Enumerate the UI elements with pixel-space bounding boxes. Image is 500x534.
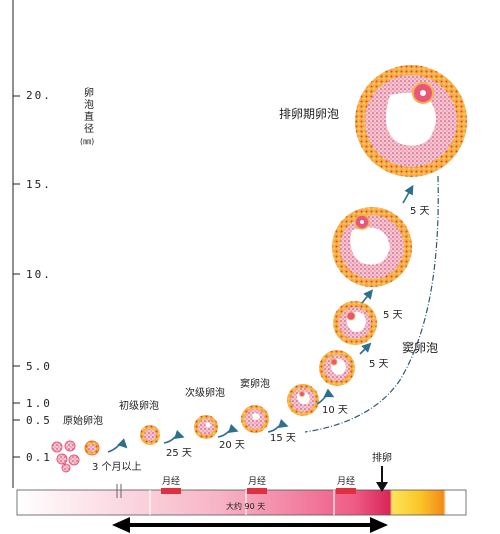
tick-15: 15. — [26, 178, 52, 191]
duration-span-arrow — [112, 517, 388, 533]
menses-marker-2 — [247, 488, 267, 494]
svg-text:直: 直 — [84, 110, 94, 123]
menses-marker-3 — [336, 488, 356, 494]
interval-primordial: 3 个月以上 — [92, 461, 142, 473]
menses-marker-1 — [161, 488, 181, 494]
follicle-antral-5d-b — [332, 207, 412, 287]
label-primary: 初级卵泡 — [119, 399, 159, 412]
tick-20: 20. — [26, 89, 52, 102]
follicle-antral-5d-a — [333, 301, 377, 345]
follicle-primary — [140, 425, 160, 445]
interval-antral-early: 15 天 — [270, 433, 296, 444]
timeline: 月经 月经 月经 大约 90 天 排卵 — [16, 451, 467, 516]
follicle-ovulatory — [355, 65, 467, 177]
tick-0-5: 0.5 — [26, 414, 52, 427]
follicle-antral-10d — [319, 350, 355, 386]
menses-label-3: 月经 — [337, 475, 355, 487]
interval-primary: 25 天 — [166, 448, 192, 459]
svg-text:径: 径 — [84, 122, 94, 135]
menses-label-1: 月经 — [162, 475, 180, 487]
svg-text:(㎜): (㎜) — [80, 137, 94, 146]
tick-10: 10. — [26, 268, 52, 281]
growth-arrows — [107, 184, 414, 453]
tick-1: 1.0 — [26, 397, 52, 410]
label-antral-small: 窦卵泡 — [240, 377, 270, 390]
y-axis-title: 卵 泡 直 径 (㎜) — [80, 87, 94, 146]
label-antral: 窦卵泡 — [402, 341, 438, 355]
interval-antral-5d-a: 5 天 — [369, 359, 389, 370]
follicle-secondary — [194, 415, 218, 439]
duration-label: 大约 90 天 — [226, 501, 265, 511]
tick-5: 5.0 — [26, 360, 52, 373]
follicle-antral-early — [241, 405, 269, 433]
y-axis: 20. 15. 10. 5.0 1.0 0.5 0.1 卵 泡 直 径 (㎜) — [12, 0, 94, 488]
ovulation-label: 排卵 — [372, 451, 392, 464]
label-ovulatory: 排卵期卵泡 — [279, 107, 339, 121]
tick-0-1: 0.1 — [26, 451, 52, 464]
follicle-primordial-cluster — [51, 440, 80, 473]
interval-secondary: 20 天 — [219, 440, 245, 451]
label-secondary: 次级卵泡 — [185, 386, 225, 399]
svg-text:卵: 卵 — [84, 87, 94, 99]
follicle-antral-small — [287, 384, 319, 416]
menses-label-2: 月经 — [248, 475, 266, 487]
svg-text:泡: 泡 — [84, 98, 94, 111]
label-primordial: 原始卵泡 — [63, 414, 103, 427]
interval-antral-5d-b: 5 天 — [383, 310, 403, 321]
interval-antral-10d: 10 天 — [322, 405, 348, 416]
interval-ovulatory: 5 天 — [410, 206, 430, 217]
timeline-bar — [16, 489, 467, 516]
growth-curve — [304, 175, 439, 433]
follicle-primordial — [84, 440, 100, 456]
